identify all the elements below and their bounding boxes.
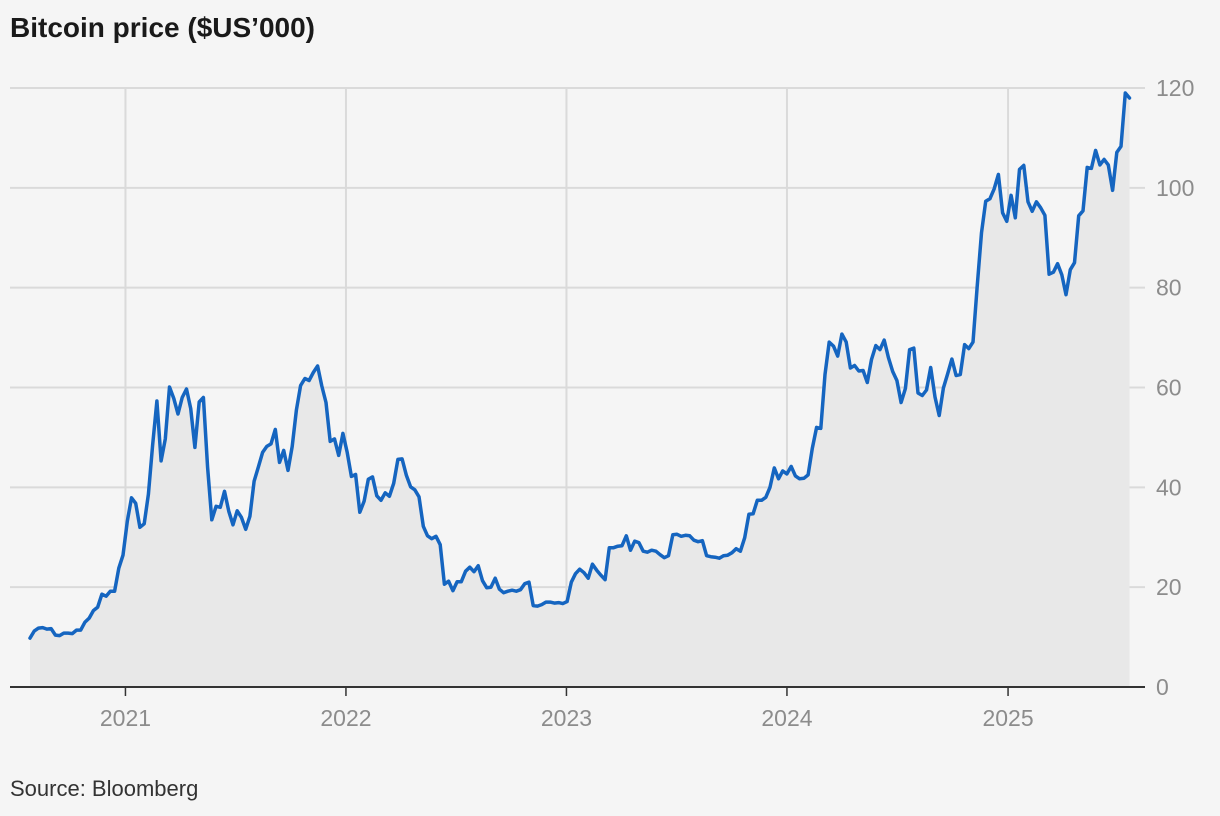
y-axis-ticks: 0 20 40 60 80 100 120 [1156,75,1194,700]
y-tick-label: 20 [1156,574,1182,600]
y-tick-label: 120 [1156,75,1194,101]
y-tick-label: 40 [1156,474,1182,500]
y-tick-label: 100 [1156,175,1194,201]
x-tick-label: 2024 [761,705,812,731]
price-line [28,91,1132,640]
source-note: Source: Bloomberg [10,776,199,801]
price-area [30,93,1130,687]
x-tick-label: 2021 [100,705,151,731]
y-tick-label: 60 [1156,375,1182,401]
x-tick-label: 2023 [541,705,592,731]
x-tick-label: 2025 [982,705,1033,731]
chart-title: Bitcoin price ($US’000) [10,12,315,43]
x-tick-label: 2022 [320,705,371,731]
x-axis-ticks: 2021 2022 2023 2024 2025 [100,687,1034,731]
y-tick-label: 80 [1156,275,1182,301]
y-tick-label: 0 [1156,674,1169,700]
